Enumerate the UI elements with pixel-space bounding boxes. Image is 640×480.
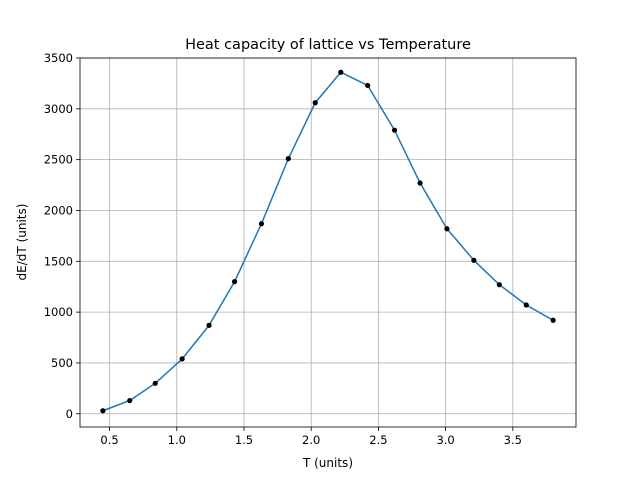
y-tick-label: 0 — [66, 407, 73, 421]
data-point — [179, 356, 185, 362]
data-point — [285, 156, 291, 162]
data-point — [365, 82, 371, 89]
x-tick-label: 2.5 — [369, 433, 387, 447]
chart-title: Heat capacity of lattice vs Temperature — [185, 37, 471, 53]
x-tick-label: 1.5 — [235, 433, 253, 447]
x-tick-label: 2.0 — [302, 433, 320, 447]
series-line — [102, 71, 554, 412]
data-point — [471, 257, 477, 263]
data-point — [444, 226, 450, 232]
y-tick-label: 2500 — [44, 153, 73, 167]
plot-frame — [79, 57, 577, 428]
x-tick-label: 1.0 — [168, 433, 186, 447]
data-points — [100, 69, 556, 414]
x-axis-ticks: 0.5 1.0 1.5 2.0 2.5 3.0 3.5 — [100, 427, 522, 447]
data-point — [391, 127, 398, 133]
x-tick-label: 0.5 — [100, 433, 118, 447]
data-point — [496, 282, 502, 288]
x-tick-label: 3.5 — [504, 433, 522, 447]
y-tick-label: 3000 — [44, 102, 73, 116]
data-point — [523, 302, 529, 308]
y-tick-label: 3500 — [44, 51, 73, 65]
data-point — [127, 397, 133, 404]
data-series — [102, 71, 554, 412]
grid-lines — [80, 57, 576, 427]
data-point — [231, 279, 238, 285]
y-tick-label: 1000 — [44, 305, 73, 319]
data-point — [550, 317, 556, 323]
data-point — [312, 100, 318, 106]
data-point — [152, 380, 158, 386]
y-tick-label: 1500 — [44, 254, 73, 268]
y-tick-label: 2000 — [44, 203, 73, 217]
data-point — [100, 408, 106, 414]
x-tick-label: 3.0 — [436, 433, 454, 447]
y-axis-ticks: 0 500 1000 1500 2000 2500 3000 3500 — [44, 51, 80, 421]
y-axis-label: dE/dT (units) — [15, 204, 29, 281]
data-point — [417, 180, 423, 186]
y-tick-label: 500 — [51, 356, 73, 370]
data-point — [206, 322, 212, 328]
data-point — [258, 221, 265, 227]
x-axis-label: T (units) — [302, 456, 353, 470]
data-point — [338, 69, 344, 75]
